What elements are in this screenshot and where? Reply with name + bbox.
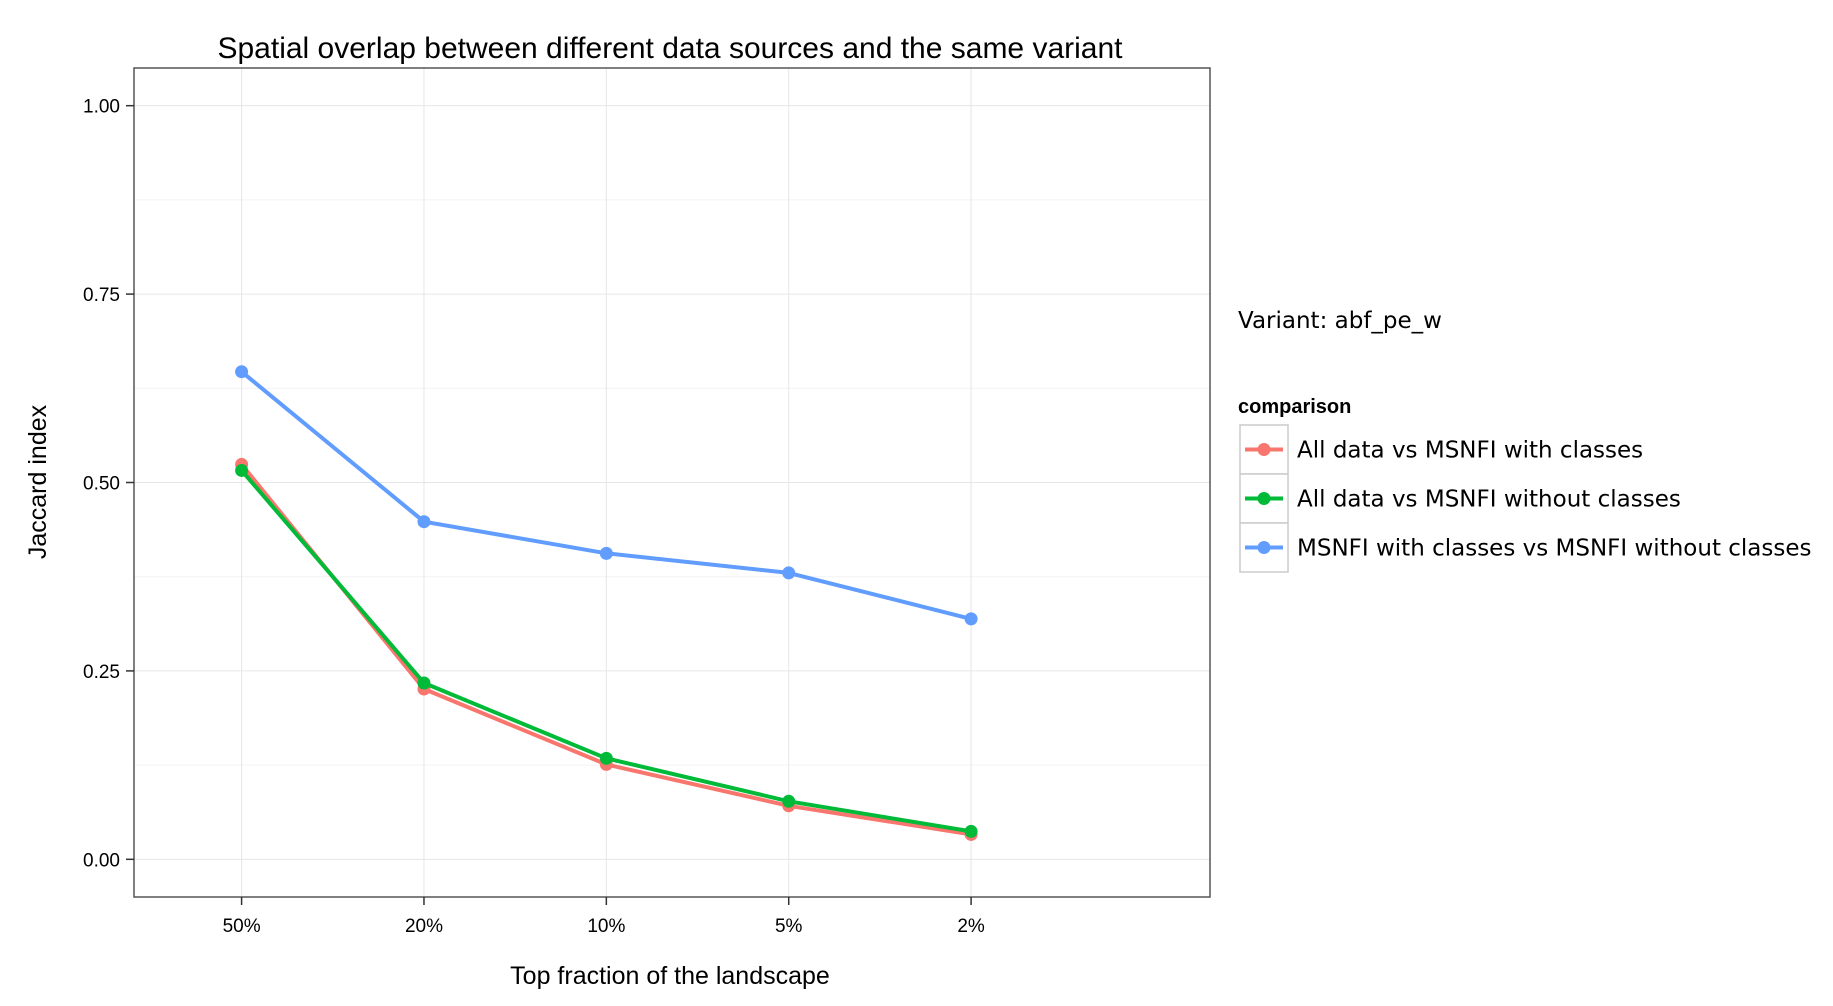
legend-label: MSNFI with classes vs MSNFI without clas…	[1297, 536, 1812, 562]
data-point	[782, 566, 796, 580]
y-tick-label: 0.50	[83, 474, 120, 495]
x-tick-label: 2%	[957, 916, 985, 937]
y-axis-title: Jaccard index	[24, 404, 52, 559]
x-tick-label: 50%	[223, 916, 261, 937]
legend-title: comparison	[1238, 396, 1351, 418]
data-point	[599, 751, 613, 765]
legend-item: All data vs MSNFI without classes	[1239, 473, 1681, 524]
legend-items: All data vs MSNFI with classes All data v…	[1239, 424, 1812, 573]
y-tick-label: 1.00	[83, 97, 120, 118]
grid-layer	[134, 68, 1210, 897]
legend-key-point	[1257, 541, 1271, 554]
legend-item: MSNFI with classes vs MSNFI without clas…	[1239, 522, 1812, 573]
data-point	[964, 824, 978, 838]
legend-label: All data vs MSNFI without classes	[1297, 487, 1681, 513]
legend-key-point	[1257, 443, 1271, 456]
y-tick-label: 0.25	[83, 662, 120, 683]
data-point	[964, 612, 978, 626]
y-tick-label: 0.00	[83, 850, 120, 871]
x-tick-label: 20%	[405, 916, 443, 937]
x-axis: 50% 20% 10% 5% 2%	[223, 897, 985, 937]
data-point	[599, 546, 613, 560]
y-tick-label: 0.75	[83, 285, 120, 306]
data-point	[417, 676, 431, 690]
series-layer	[235, 365, 978, 841]
x-tick-label: 5%	[775, 916, 803, 937]
x-tick-label: 10%	[587, 916, 625, 937]
chart-title: Spatial overlap between different data s…	[217, 32, 1123, 65]
variant-annotation: Variant: abf_pe_w	[1238, 308, 1442, 334]
x-axis-title: Top fraction of the landscape	[510, 962, 830, 990]
y-axis: 0.00 0.25 0.50 0.75 1.00	[83, 97, 134, 871]
series-2	[235, 463, 978, 838]
legend-item: All data vs MSNFI with classes	[1239, 424, 1643, 475]
data-point	[235, 463, 249, 477]
legend-key-point	[1257, 492, 1271, 505]
data-point	[782, 794, 796, 808]
data-point	[417, 515, 431, 529]
legend: comparison All data vs MSNFI with classe…	[1238, 396, 1812, 573]
data-point	[235, 365, 249, 379]
series-3	[235, 365, 978, 626]
legend-label: All data vs MSNFI with classes	[1297, 438, 1643, 464]
